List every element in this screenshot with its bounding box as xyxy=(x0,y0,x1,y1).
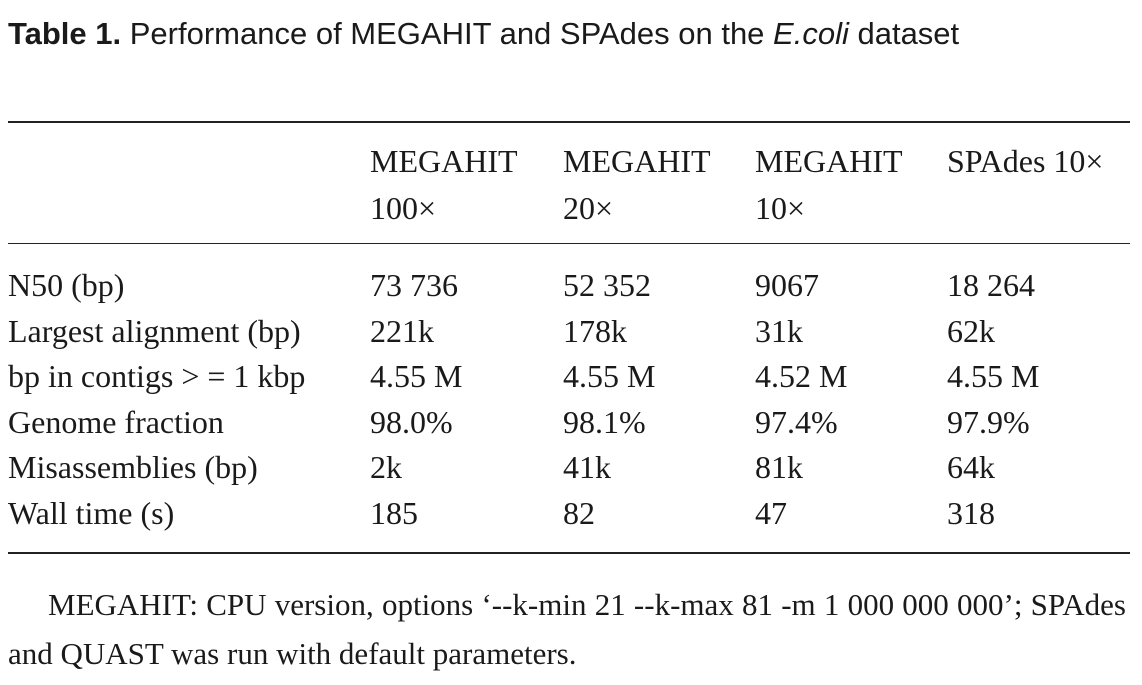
table-cell: 98.1% xyxy=(563,403,646,440)
table-cell: 52 352 xyxy=(563,267,651,303)
row-label: Wall time (s) xyxy=(8,495,175,531)
table-cell: 64k xyxy=(947,449,995,486)
bottom-rule xyxy=(8,552,1130,554)
column-header: 100× xyxy=(370,190,437,226)
caption-text-end: dataset xyxy=(848,16,960,51)
table-cell: 41k xyxy=(563,449,611,486)
column-header: MEGAHIT xyxy=(755,143,903,179)
row-label: Largest alignment (bp) xyxy=(8,312,301,349)
table-cell: 4.55 M xyxy=(370,358,463,395)
table-cell: 62k xyxy=(947,312,995,349)
table-cell: 178k xyxy=(563,312,627,349)
table-label: Table 1. xyxy=(8,16,122,51)
column-header: SPAdes 10× xyxy=(947,143,1104,179)
table-cell: 98.0% xyxy=(370,403,453,440)
row-label: Genome fraction xyxy=(8,403,224,440)
table-cell: 73 736 xyxy=(370,267,458,303)
table-cell: 31k xyxy=(755,312,803,349)
row-label: bp in contigs > = 1 kbp xyxy=(8,358,306,395)
table-cell: 318 xyxy=(947,495,995,531)
column-header: 20× xyxy=(563,190,614,226)
header-rule xyxy=(8,243,1130,244)
table-cell: 4.55 M xyxy=(947,358,1040,395)
table-cell: 4.52 M xyxy=(755,358,848,395)
table-cell: 97.9% xyxy=(947,403,1030,440)
table-cell: 2k xyxy=(370,449,402,486)
table-cell: 185 xyxy=(370,495,418,531)
caption-text: Performance of MEGAHIT and SPAdes on the xyxy=(121,16,774,51)
table-cell: 18 264 xyxy=(947,267,1035,303)
table-cell: 81k xyxy=(755,449,803,486)
table-cell: 4.55 M xyxy=(563,358,656,395)
table-cell: 9067 xyxy=(755,267,819,303)
caption-italic: E.coli xyxy=(773,16,849,51)
table-cell: 97.4% xyxy=(755,403,838,440)
column-header: 10× xyxy=(755,190,806,226)
table-cell: 82 xyxy=(563,495,595,531)
table-caption: Table 1. Performance of MEGAHIT and SPAd… xyxy=(8,10,1128,58)
row-label: Misassemblies (bp) xyxy=(8,449,258,486)
top-rule xyxy=(8,121,1130,123)
column-header: MEGAHIT xyxy=(370,143,518,179)
table-cell: 221k xyxy=(370,312,434,349)
row-label: N50 (bp) xyxy=(8,267,125,303)
column-header: MEGAHIT xyxy=(563,143,711,179)
table-cell: 47 xyxy=(755,495,787,531)
table-footnote: MEGAHIT: CPU version, options ‘--k-min 2… xyxy=(8,587,1126,671)
